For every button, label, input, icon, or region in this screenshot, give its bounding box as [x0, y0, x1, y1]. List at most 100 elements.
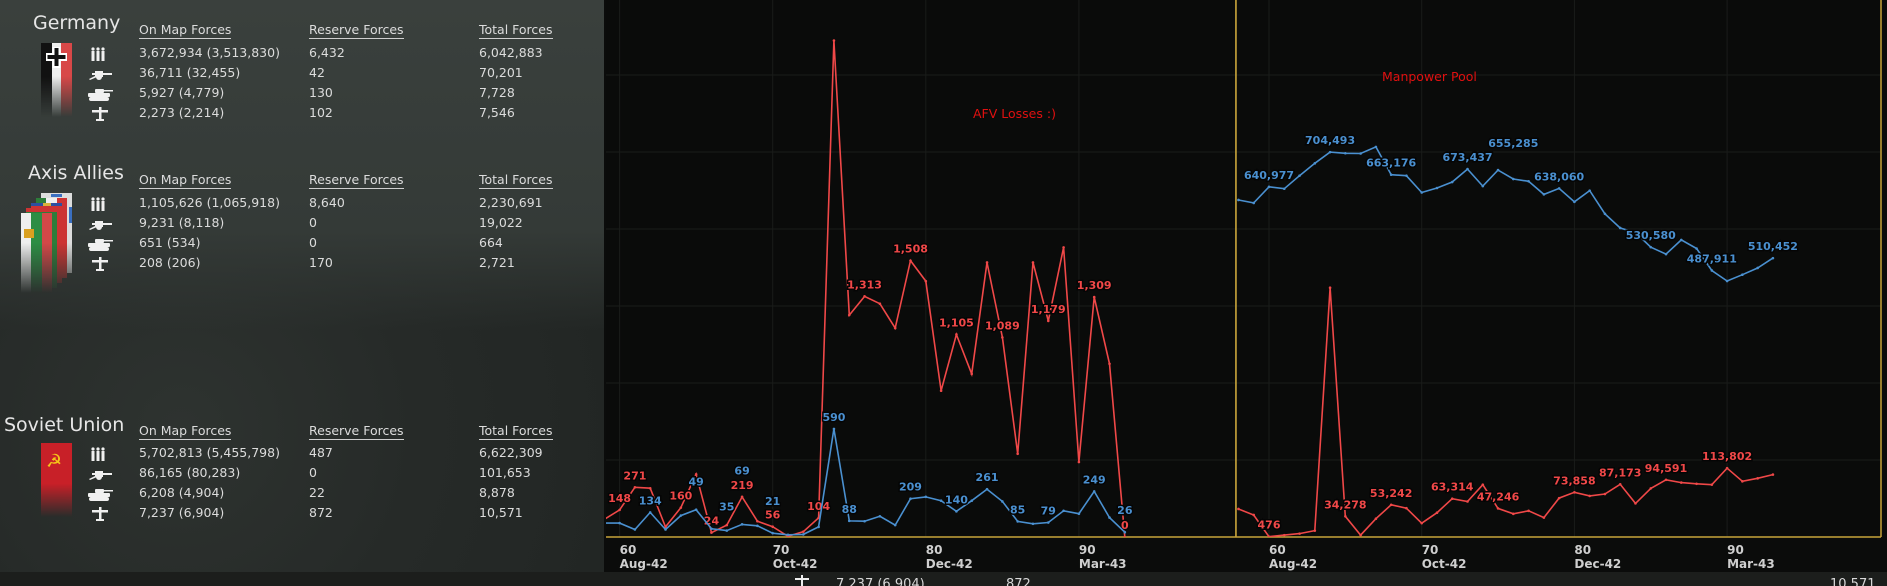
data-label: 1,089	[985, 319, 1020, 332]
on-map-value: 1,105,626 (1,065,918)	[139, 195, 280, 210]
data-label: 1,313	[847, 278, 882, 291]
data-point	[1542, 516, 1546, 519]
data-point	[909, 259, 912, 262]
data-label: 47,246	[1477, 490, 1520, 503]
infantry-icon	[86, 196, 114, 211]
data-label: 1,309	[1077, 279, 1112, 292]
data-point	[1695, 247, 1698, 250]
data-label: 638,060	[1534, 170, 1584, 183]
data-point	[1450, 497, 1454, 501]
data-point	[633, 486, 637, 489]
data-point	[1450, 180, 1454, 184]
data-point	[1573, 200, 1576, 204]
data-point	[618, 508, 621, 512]
on-map-value: 2,273 (2,214)	[139, 105, 225, 120]
data-point	[893, 326, 897, 330]
tank-icon	[86, 486, 114, 501]
reserve-value: 0	[309, 235, 317, 250]
data-point	[648, 511, 652, 514]
data-label: 104	[807, 500, 830, 513]
data-point	[1679, 481, 1683, 484]
chart-title: Manpower Pool	[1382, 69, 1477, 84]
data-point	[756, 519, 759, 523]
total-value: 2,230,691	[479, 195, 543, 210]
data-label: 704,493	[1305, 134, 1355, 147]
data-point	[618, 521, 621, 525]
data-point	[1649, 487, 1653, 490]
data-label: 63,314	[1431, 481, 1474, 494]
data-point	[1001, 500, 1004, 503]
tank-icon	[86, 86, 114, 101]
svg-text:☭: ☭	[46, 451, 62, 472]
data-label: 73,858	[1553, 474, 1595, 487]
data-point	[1031, 261, 1035, 264]
data-point	[1046, 521, 1050, 524]
data-label: 249	[1083, 473, 1106, 486]
data-point	[1542, 193, 1546, 196]
bottom-strip: 7,237 (6,904) 872 10,571	[0, 572, 1887, 586]
data-point	[1710, 483, 1714, 486]
total-value: 70,201	[479, 65, 523, 80]
bottom-on-map-value: 7,237 (6,904)	[836, 577, 925, 586]
data-label: 219	[731, 479, 754, 492]
data-point	[1062, 246, 1065, 249]
data-point	[1374, 517, 1378, 520]
data-point	[970, 372, 974, 376]
data-point	[1634, 231, 1637, 234]
data-point	[985, 487, 989, 491]
data-point	[771, 525, 774, 529]
data-point	[1328, 150, 1332, 154]
data-point	[664, 528, 667, 531]
data-point	[1435, 186, 1439, 190]
data-point	[710, 531, 713, 534]
data-point	[909, 497, 912, 500]
data-label: 510,452	[1748, 240, 1798, 253]
data-label: 35	[719, 501, 734, 514]
data-label: 209	[899, 481, 922, 494]
data-label: 88	[842, 503, 857, 516]
data-point	[1359, 533, 1362, 537]
data-point	[679, 506, 683, 509]
total-value: 7,546	[479, 105, 515, 120]
header-total-forces: Total Forces	[479, 172, 553, 189]
on-map-value: 208 (206)	[139, 255, 201, 270]
data-point	[1435, 511, 1439, 515]
nation-title: Soviet Union	[4, 414, 125, 436]
artillery-icon	[86, 66, 114, 80]
plot-background	[1236, 0, 1881, 537]
total-value: 101,653	[479, 465, 531, 480]
data-label: 1,179	[1031, 303, 1066, 316]
data-point	[1405, 506, 1408, 510]
infantry-icon	[86, 46, 114, 61]
data-point	[985, 261, 989, 264]
data-point	[1108, 362, 1111, 366]
data-point	[863, 295, 866, 298]
data-label: 134	[639, 494, 662, 507]
data-point	[1603, 492, 1607, 496]
data-point	[710, 527, 713, 531]
data-point	[1771, 256, 1775, 260]
total-value: 10,571	[479, 505, 523, 520]
total-value: 19,022	[479, 215, 523, 230]
data-point	[1664, 252, 1668, 256]
data-point	[633, 528, 637, 531]
total-value: 7,728	[479, 85, 515, 100]
data-point	[1618, 226, 1622, 230]
total-value: 664	[479, 235, 503, 250]
data-point	[1252, 513, 1256, 517]
header-reserve-forces: Reserve Forces	[309, 172, 404, 189]
data-point	[1267, 185, 1271, 189]
data-point	[1481, 483, 1485, 486]
data-label: 85	[1010, 503, 1025, 516]
data-point	[924, 495, 928, 499]
data-point	[1389, 173, 1393, 177]
data-point	[1282, 533, 1286, 537]
data-point	[1741, 273, 1744, 276]
artillery-icon	[86, 216, 114, 230]
data-point	[1466, 500, 1469, 503]
x-tick-label: 60	[620, 543, 637, 557]
reserve-value: 487	[309, 445, 333, 460]
series-line	[1238, 145, 1774, 282]
